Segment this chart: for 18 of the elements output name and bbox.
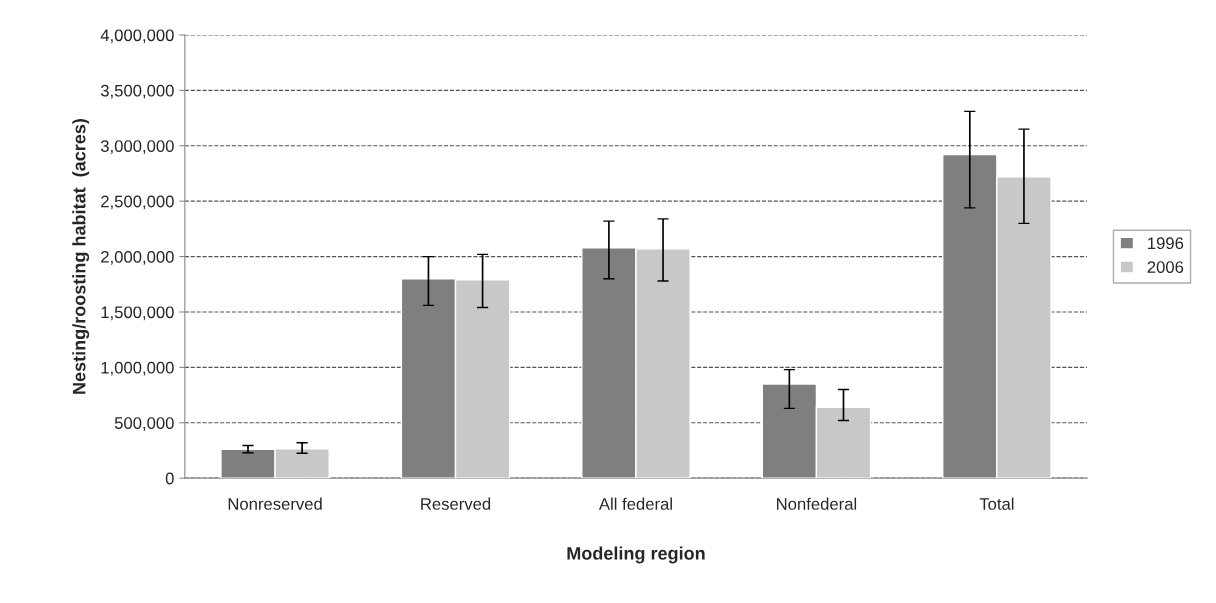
x-tick-label: Nonfederal [777, 497, 857, 510]
legend-label: 1996 [1148, 237, 1184, 250]
y-tick-label: 2,500,000 [101, 195, 174, 210]
y-axis-title: Nesting/roosting habitat (acres) [72, 119, 90, 394]
y-tick-label: 1,500,000 [101, 306, 174, 321]
legend-label: 2006 [1147, 261, 1184, 273]
y-tick-label: 2,000,000 [101, 250, 174, 265]
x-tick-label: Nonreserved [228, 497, 322, 510]
y-tick-label: 500,000 [114, 417, 174, 431]
x-tick-label: Total [979, 497, 1014, 510]
y-tick-label: 3,000,000 [100, 140, 174, 154]
y-tick-label: 4,000,000 [100, 29, 174, 44]
y-tick-label: 1,000,000 [101, 361, 174, 376]
x-axis-title: Modeling region [567, 546, 705, 564]
x-tick-label: All federal [598, 497, 672, 510]
x-tick-label: Reserved [421, 497, 491, 510]
y-tick-label: 0 [165, 472, 174, 485]
y-tick-label: 3,500,000 [100, 84, 174, 99]
